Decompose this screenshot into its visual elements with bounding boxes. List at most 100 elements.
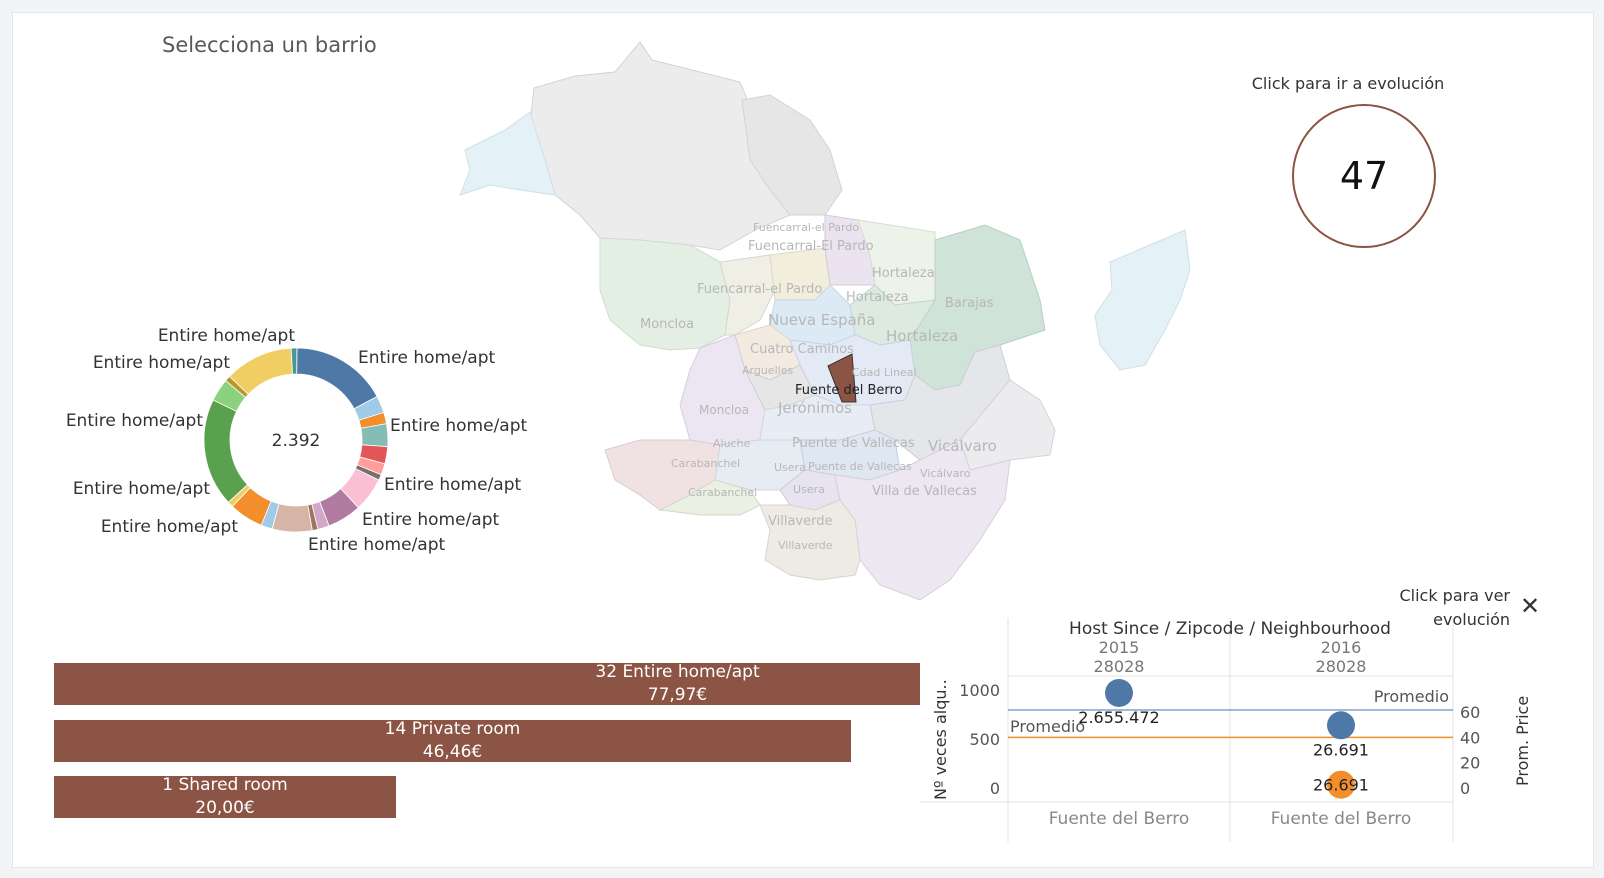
scatter-axes: 1000 500 0 60 40 20 0 Nº veces alqu.. Prom. Pric… [931,679,1532,800]
donut-label: Entire home/apt [362,510,500,530]
map-district-label: Moncloa [640,317,694,332]
scatter-point[interactable] [1327,711,1355,740]
point-label: 26.691 [1313,776,1369,795]
column-neighbourhood: Fuente del Berro [1049,809,1190,829]
district-fuente-del-berro-selected[interactable] [827,353,857,403]
bar-type: Entire home/apt [622,662,760,682]
bar-count: 1 [162,775,174,795]
map-district-label: Usera [774,461,806,474]
column-neighbourhood: Fuente del Berro [1271,809,1412,829]
column-year: 2016 [1321,638,1362,657]
donut-label: Entire home/apt [390,416,528,436]
close-icon[interactable]: ✕ [1520,592,1541,620]
left-axis-tick: 500 [969,730,1000,749]
donut-center-value: 2.392 [272,431,321,451]
room-type-bar[interactable]: 14 Private room 46,46€ [54,718,851,762]
right-axis-tick: 60 [1460,703,1480,722]
scatter-grid [920,618,1454,842]
donut-segment[interactable] [290,347,298,375]
point-label: 2.655.472 [1078,708,1159,727]
promedio-label-count: Promedio [1374,687,1449,706]
map-labels: Fuencarral-el Pardo Fuencarral-El Pardo Ho… [640,221,997,552]
map-selected-label: Fuente del Berro [795,383,903,398]
map-district-label: Villaverde [778,539,833,552]
map-district-label: Puente de Vallecas [792,436,915,451]
map-district-label: Aluche [713,437,751,450]
map-district-label: Carabanchel [671,457,740,470]
evolution-scatter[interactable]: Host Since / Zipcode / Neighbourhood 201… [920,610,1580,850]
scatter-points[interactable]: 2.655.472 26.691 26.691 [1078,678,1369,799]
left-axis-tick: 0 [990,779,1000,798]
map-district-label: Cuatro Caminos [750,342,854,357]
donut-label: Entire home/apt [73,479,211,499]
kpi-evolution-link[interactable]: Click para ir a evolución [1251,74,1445,93]
map-district-label: Villaverde [768,514,832,529]
page-title: Selecciona un barrio [162,33,377,57]
bar-price: 77,97€ [647,685,708,705]
donut-segment[interactable] [271,503,313,533]
room-type-bar[interactable]: 1 Shared room 20,00€ [54,774,396,818]
kpi-value: 47 [1339,154,1389,198]
left-axis-title: Nº veces alqu.. [931,679,950,800]
evolution-link[interactable]: Click para ver evolución [1399,586,1510,629]
donut-label: Entire home/apt [158,326,296,346]
bar-price: 20,00€ [195,798,255,818]
district-west-blue[interactable] [459,111,556,196]
right-axis-title: Prom. Price [1513,696,1532,786]
left-axis-tick: 1000 [959,681,1000,700]
donut-label: Entire home/apt [308,535,446,555]
neighbourhood-map[interactable]: Fuencarral-el Pardo Fuencarral-El Pardo Ho… [440,30,1220,620]
scatter-point[interactable] [1105,678,1133,707]
right-axis-tick: 0 [1460,779,1470,798]
map-district-label: Vicálvaro [928,437,997,455]
room-type-bar[interactable]: 32 Entire home/apt 77,97€ [54,661,920,705]
map-districts[interactable] [459,41,1191,601]
bar-type: Private room [411,719,521,739]
scatter-reference-lines: Promedio Promedio [1008,687,1453,739]
right-axis-tick: 40 [1460,728,1480,747]
donut-segment[interactable] [203,399,249,503]
district-villaverde[interactable] [759,499,861,581]
map-district-label: Carabanchel [688,486,757,499]
map-district-label: Fuencarral-el Pardo [697,282,822,297]
map-district-label: Moncloa [699,403,749,417]
promedio-label-price: Promedio [1010,717,1085,736]
point-label: 26.691 [1313,740,1369,759]
donut-segments[interactable] [203,347,389,533]
donut-label: Entire home/apt [93,353,231,373]
donut-label: Entire home/apt [384,475,522,495]
map-district-label: Hortaleza [846,290,909,305]
donut-labels: Entire home/apt Entire home/apt Entire hom… [66,326,528,555]
district-el-pardo-east[interactable] [741,94,843,216]
map-district-label: Hortaleza [886,327,958,345]
map-district-label: Arguelles [742,364,793,377]
column-zip: 28028 [1094,657,1145,676]
district-moncloa[interactable] [599,237,731,351]
scatter-header: Host Since / Zipcode / Neighbourhood [1069,619,1391,639]
donut-label: Entire home/apt [358,348,496,368]
donut-label: Entire home/apt [101,517,239,537]
bar-count-type: 14 Private room [54,718,851,741]
bar-count: 14 [384,719,407,739]
map-district-label: Villa de Vallecas [872,484,977,499]
district-carabanchel[interactable] [658,479,761,516]
bar-type: Shared room [178,775,288,795]
map-district-label: Hortaleza [872,266,935,281]
map-district-label: Jerónimos [777,399,852,417]
map-district-label: Usera [793,483,825,496]
bar-price: 46,46€ [422,742,483,762]
right-axis-tick: 20 [1460,754,1480,773]
map-district-label: Puente de Vallecas [808,460,912,473]
map-district-label: Fuencarral-el Pardo [753,221,859,234]
district-east-isolated[interactable] [1094,229,1191,371]
bar-count-type: 1 Shared room [54,774,396,797]
bar-count: 32 [595,662,618,682]
map-district-label: Barajas [945,296,994,311]
column-zip: 28028 [1316,657,1367,676]
scatter-point[interactable] [1327,770,1355,799]
map-district-label: Fuencarral-El Pardo [748,239,874,254]
kpi-circle[interactable]: 47 [1292,104,1436,248]
bar-count-type: 32 Entire home/apt [558,661,798,684]
map-district-label: Nueva España [768,311,876,329]
